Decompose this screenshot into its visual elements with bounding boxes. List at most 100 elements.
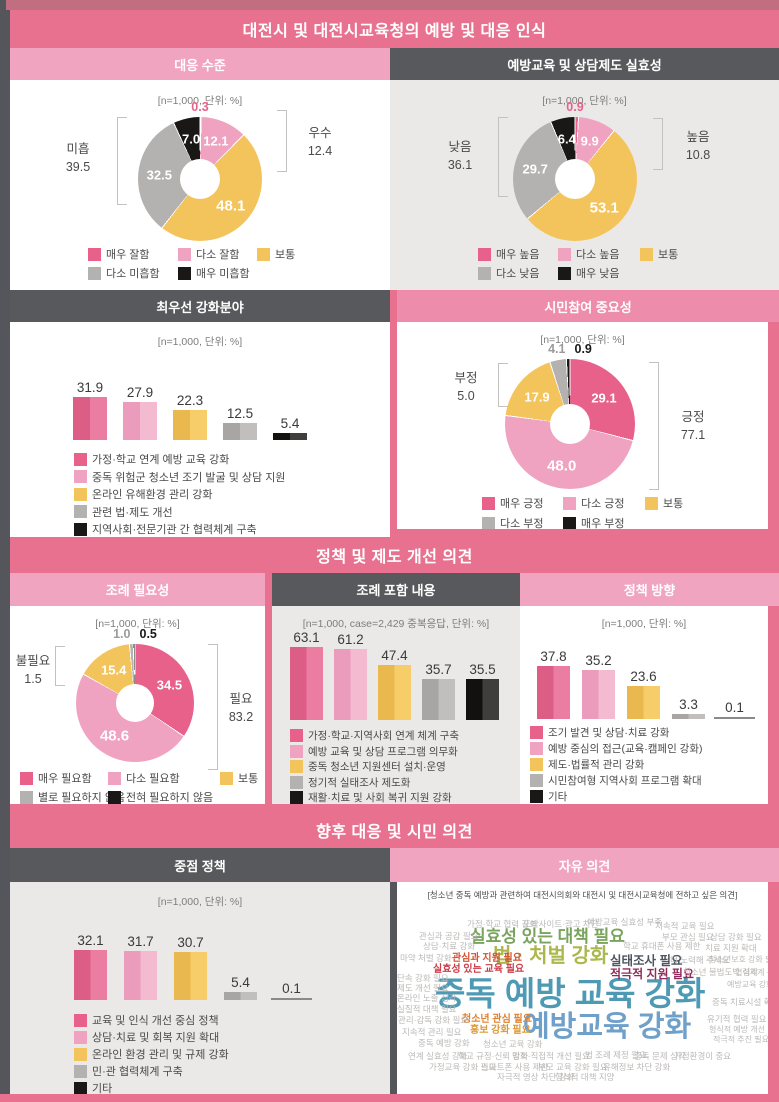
legend-label: 예방 교육 및 상담 프로그램 의무화	[308, 745, 458, 758]
legend-label: 조기 발견 및 상담·치료 강화	[548, 727, 670, 739]
cloud-word: 상담 강화 필요	[710, 932, 762, 942]
ordinance_need-legend-item: 전혀 필요하지 않음	[108, 789, 213, 804]
legend-swatch	[482, 516, 495, 529]
cloud-word: 관리·감독 강화 필요	[398, 1015, 469, 1025]
citizen-group-value: 5.0	[457, 389, 475, 404]
divider	[390, 882, 397, 1094]
ordinance_content-bar-value: 47.4	[381, 648, 408, 664]
legend-label: 다소 잘함	[196, 249, 240, 261]
cloud-word: 가정교육 강화 필요	[429, 1062, 497, 1072]
cloud-word: 예방교육 실효성 부족	[587, 917, 663, 927]
legend-swatch	[530, 726, 543, 739]
cloud-word: 부모 관심 필요	[662, 932, 714, 942]
legend-label: 매우 부정	[581, 518, 625, 529]
cloud-word: 단속 강화 필요	[397, 973, 449, 983]
legend-label: 보통	[658, 249, 679, 261]
key_policy-bar	[224, 991, 257, 1000]
citizen-outside-value: 0.9	[574, 342, 592, 356]
bottom-accent-strip	[0, 1094, 779, 1102]
effectiveness-outside-value: 0.9	[566, 100, 584, 114]
legend-swatch	[20, 790, 33, 804]
legend-label: 보통	[663, 498, 684, 510]
key_policy-bar-value: 0.1	[282, 981, 301, 996]
cloud-word: 중독 예방 강화	[418, 1038, 470, 1048]
cloud-word: 실효성 있는 대책 필요	[470, 927, 625, 946]
effectiveness-left-bracket	[498, 117, 508, 197]
ordinance_need-outside-value: 1.0	[113, 627, 131, 641]
ordinance_need-group-name: 필요	[229, 692, 253, 706]
panel-title-ordinance-content: 조례 포함 내용	[272, 573, 520, 606]
ordinance_content-bar	[378, 665, 411, 720]
legend-swatch	[88, 266, 101, 280]
panel-priority: [n=1,000, 단위: %] 31.9 27.9 22.3 12.5 5.4 가정·학교…	[10, 322, 390, 537]
legend-label: 다소 미흡함	[106, 268, 160, 280]
panel-title-free-opinion: 자유 의견	[390, 848, 779, 882]
priority-legend-item: 지역사회·전문기관 간 협력체계 구축	[74, 521, 257, 537]
legend-label: 다소 긍정	[581, 498, 625, 510]
ordinance_content-note: [n=1,000, case=2,429 중복응답, 단위: %]	[302, 618, 490, 630]
cloud-word: 가정·학교 협력 강화	[467, 919, 538, 929]
cloud-word: 중독 예방 교육 강화	[435, 975, 706, 1012]
key_policy-bar-value: 30.7	[177, 935, 204, 951]
ordinance_need-left-bracket	[55, 646, 65, 686]
cloud-word: 실태조사 필요	[610, 954, 683, 968]
effectiveness-note: [n=1,000, 단위: %]	[542, 95, 627, 107]
response_level-group-name: 미흡	[66, 142, 90, 156]
cloud-word: 학교 휴대폰 사용 제한	[623, 941, 701, 951]
ordinance_content-bar-value: 63.1	[293, 629, 320, 645]
policy_direction-legend-item: 조기 발견 및 상담·치료 강화	[530, 725, 669, 740]
ordinance_content-bar	[334, 649, 367, 720]
ordinance_content-bar	[466, 678, 499, 720]
right-accent	[768, 322, 779, 537]
subheader-row-2: 최우선 강화분야 시민참여 중요성	[10, 290, 779, 322]
cloud-word: 중독 문제 심각	[634, 1051, 686, 1061]
citizen-legend-item: 매우 부정	[563, 515, 625, 529]
citizen-group-name: 부정	[454, 371, 478, 385]
effectiveness-group-value: 10.8	[685, 148, 711, 163]
cloud-word: 치료 지원 확대	[705, 943, 757, 953]
legend-swatch	[563, 516, 576, 529]
cloud-word: 실질적 대책 필요	[397, 1004, 457, 1014]
effectiveness-group-name: 높음	[686, 130, 710, 144]
cloud-word: 청소년보호 강화 필요	[709, 955, 768, 964]
response_level-legend-item: 다소 미흡함	[88, 265, 160, 281]
legend-label: 시민참여형 지역사회 프로그램 확대	[548, 775, 702, 787]
ordinance_need-donut-hole	[116, 684, 154, 722]
priority-legend-item: 온라인 유해환경 관리 강화	[74, 486, 213, 502]
cloud-word: 실효성 있는 교육 필요	[433, 964, 525, 975]
legend-label: 기타	[548, 791, 568, 803]
citizen-right-bracket	[649, 362, 659, 490]
citizen-outside-value: 4.1	[548, 342, 566, 356]
citizen-note: [n=1,000, 단위: %]	[540, 334, 625, 346]
subheader-row-1: 대응 수준 예방교육 및 상담제도 실효성	[10, 48, 779, 80]
panel-title-ordinance-need: 조례 필요성	[10, 573, 265, 606]
ordinance_need-group-value: 83.2	[228, 710, 254, 725]
panel-citizen: [n=1,000, 단위: %] 29.1 48.0 17.9 4.1 0.9 부정 5.0 긍…	[397, 322, 768, 529]
legend-swatch	[530, 742, 543, 755]
ordinance_need-legend-item: 매우 필요함	[20, 770, 92, 786]
citizen-legend-item: 보통	[645, 495, 683, 511]
response_level-group-value: 12.4	[307, 144, 333, 159]
legend-swatch	[478, 247, 491, 261]
response_level-left-bracket	[117, 117, 127, 205]
panel-ordinance-need: [n=1,000, 단위: %] 34.5 48.6 15.4 1.0 0.5 불필요 1.5…	[10, 606, 265, 804]
legend-swatch	[220, 771, 233, 785]
policy_direction-bar	[672, 714, 705, 719]
legend-swatch	[290, 729, 303, 742]
ordinance_content-bar	[422, 678, 455, 720]
key_policy-bar-value: 32.1	[77, 932, 104, 948]
priority-legend-item: 중독 위험군 청소년 조기 발굴 및 상담 지원	[74, 469, 285, 485]
legend-swatch	[530, 758, 543, 771]
effectiveness-legend-item: 매우 낮음	[558, 265, 620, 281]
legend-label: 제도·법률적 관리 강화	[548, 759, 645, 771]
panel-free-opinion: [청소년 중독 예방과 관련하여 대전시의회와 대전시 및 대전시교육청에 전하…	[397, 882, 768, 1094]
cloud-word: 지속적 교육 필요	[655, 921, 715, 931]
legend-swatch	[74, 505, 87, 518]
legend-label: 중독 청소년 지원센터 설치·운영	[308, 761, 446, 773]
right-accent	[768, 882, 779, 1094]
top-accent-strip	[6, 0, 779, 10]
policy_direction-bar	[627, 685, 660, 719]
section-header-perception: 대전시 및 대전시교육청의 예방 및 대응 인식	[10, 10, 779, 48]
ordinance_content-legend-item: 중독 청소년 지원센터 설치·운영	[290, 759, 446, 774]
